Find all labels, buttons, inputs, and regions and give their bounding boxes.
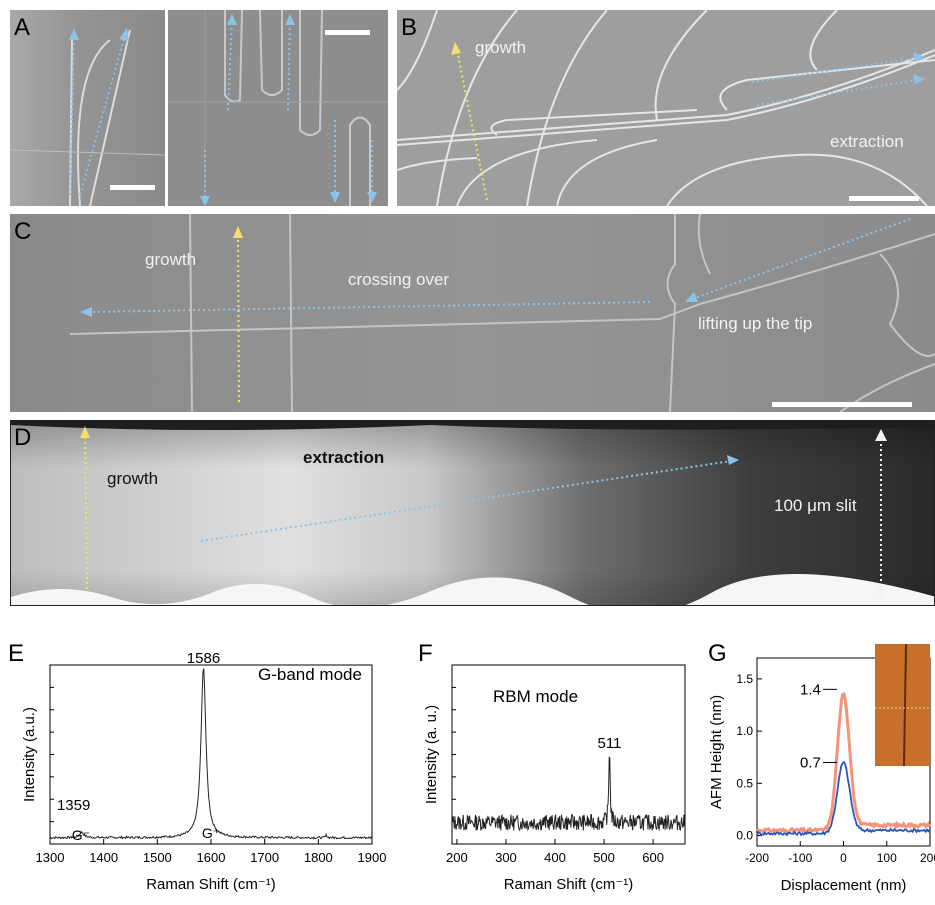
height-label: 0.7 (800, 754, 821, 771)
legend-text: RBM mode (493, 687, 578, 706)
panel-d-label: D (14, 424, 32, 451)
x-tick-label: 1800 (304, 850, 333, 865)
panel-c-label: C (14, 218, 32, 245)
spectrum-line (49, 668, 373, 840)
x-tick-label: 0 (840, 851, 847, 865)
x-tick-label: 400 (544, 850, 566, 865)
x-axis-label: Displacement (nm) (781, 877, 907, 894)
panel-c-micrograph: growth crossing over lifting up the tip (10, 214, 935, 412)
x-tick-label: 1700 (250, 850, 279, 865)
peak-label: 511 (597, 735, 621, 752)
panel-c-image (10, 214, 935, 412)
mode-label: G⁺ (202, 825, 220, 841)
raman-rbm-chart: 200 300 400 500 600 Raman Shift (cm⁻¹) Intensi… (423, 664, 686, 893)
y-axis-label: AFM Height (nm) (708, 695, 725, 809)
panel-a-label: A (14, 14, 31, 41)
panel-e-label: E (8, 640, 25, 667)
x-tick-label: -100 (788, 851, 812, 865)
x-tick-label: 600 (642, 850, 664, 865)
x-tick-label: 1400 (89, 850, 118, 865)
peak-label: 1586 (187, 650, 220, 667)
panel-b-label: B (401, 14, 418, 41)
panel-f-label: F (418, 640, 433, 667)
y-tick-label: 1.5 (736, 672, 753, 686)
height-label: 1.4 (800, 681, 821, 698)
panel-d-micrograph: growth extraction 100 μm slit (10, 420, 935, 606)
panel-d-growth-text: growth (107, 469, 159, 488)
x-axis-label: Raman Shift (cm⁻¹) (146, 876, 276, 893)
x-tick-label: 500 (593, 850, 615, 865)
x-tick-label: -200 (745, 851, 769, 865)
panel-c-lifting-text: lifting up the tip (698, 314, 813, 333)
x-tick-label: 200 (920, 851, 935, 865)
panel-b-extraction-text: extraction (830, 132, 904, 151)
panel-g-label: G (708, 640, 727, 667)
x-axis-label: Raman Shift (cm⁻¹) (504, 876, 634, 893)
legend-text: G-band mode (258, 665, 362, 684)
afm-profile-line (756, 760, 931, 837)
x-tick-label: 100 (877, 851, 897, 865)
raman-g-band-chart: 1300 1400 1500 1600 1700 1800 1900 Raman Shift … (21, 650, 387, 893)
panel-b-growth-text: growth (475, 38, 527, 57)
spectrum-line (451, 756, 685, 832)
y-axis-label: Intensity (a.u.) (21, 707, 38, 802)
panel-d-extraction-text: extraction (303, 448, 385, 467)
panel-c-growth-text: growth (145, 250, 197, 269)
panel-a-micrograph (10, 10, 388, 206)
panel-c-crossing-text: crossing over (348, 270, 450, 289)
y-tick-label: 1.0 (736, 724, 753, 738)
peak-label: 1359 (57, 797, 90, 814)
mode-label: G⁻ (72, 827, 90, 843)
y-axis-label: Intensity (a. u.) (423, 705, 440, 804)
x-tick-label: 1500 (143, 850, 172, 865)
y-tick-label: 0.5 (736, 776, 753, 790)
panel-a-image (10, 10, 388, 206)
afm-inset-tube (903, 643, 907, 767)
afm-height-chart: -200 -100 0 100 200 0.0 0.5 1.0 1.5 1.4 0.7 Displac… (708, 643, 935, 894)
panel-b-micrograph: growth extraction (397, 10, 935, 206)
afm-profile-line (756, 691, 931, 834)
x-tick-label: 200 (446, 850, 468, 865)
panel-d-slit-text: 100 μm slit (774, 496, 857, 515)
x-tick-label: 1300 (36, 850, 65, 865)
y-tick-label: 0.0 (736, 829, 753, 843)
x-tick-label: 1600 (197, 850, 226, 865)
afm-inset-image (875, 644, 930, 766)
panel-b-image (397, 10, 935, 206)
panel-d-image (11, 421, 934, 605)
x-tick-label: 300 (495, 850, 517, 865)
x-tick-label: 1900 (358, 850, 387, 865)
